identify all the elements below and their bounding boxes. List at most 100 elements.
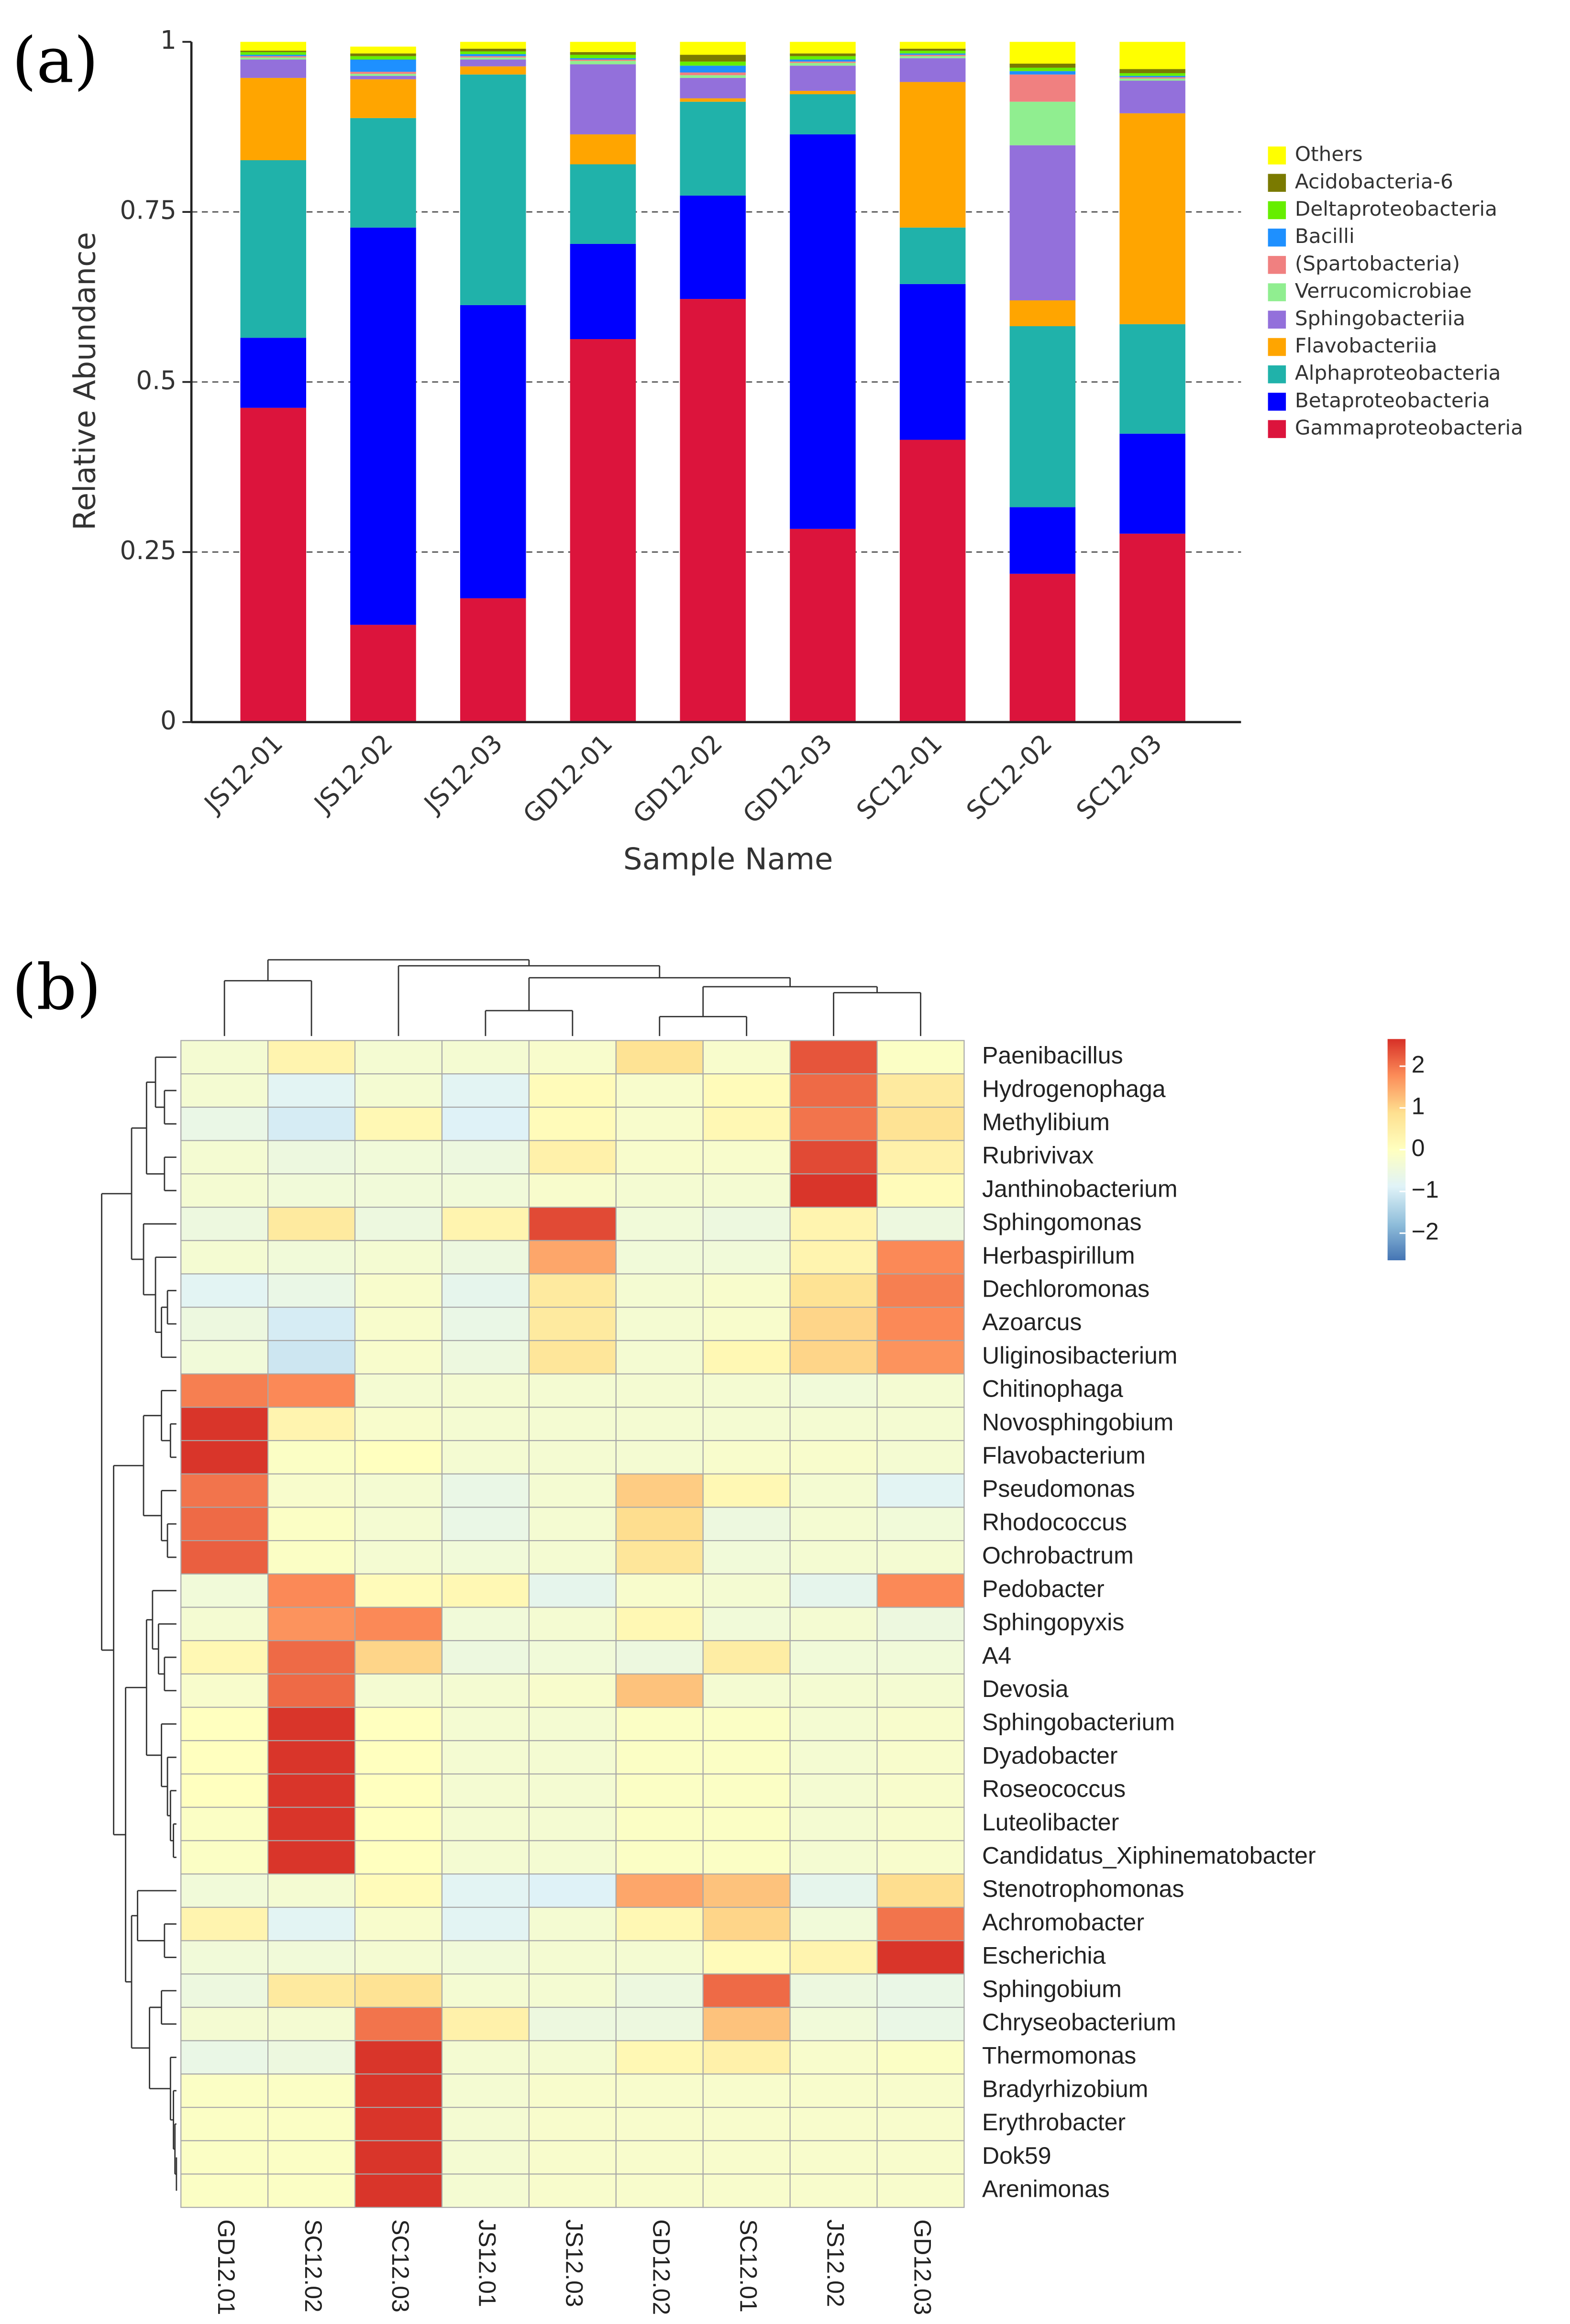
heat-cell	[615, 1340, 704, 1375]
heat-cell	[354, 1906, 443, 1941]
legend-label: Sphingobacteriia	[1295, 307, 1465, 330]
row-label: Dyadobacter	[982, 1742, 1117, 1769]
heat-cell	[789, 1973, 878, 2008]
heat-cell	[528, 1906, 617, 1941]
heat-cell	[441, 1173, 530, 1208]
bar-segment	[1009, 74, 1076, 102]
heat-cell	[354, 1973, 443, 2008]
bar-segment	[460, 54, 526, 56]
heat-cell	[702, 1707, 791, 1741]
heat-cell	[267, 1206, 356, 1241]
heat-cell	[789, 1707, 878, 1741]
heat-cell	[441, 1273, 530, 1308]
heat-cell	[789, 1073, 878, 1108]
y-tick-label: 0.75	[120, 196, 177, 225]
heat-cell	[528, 1740, 617, 1775]
heat-cell	[441, 1507, 530, 1542]
heat-cell	[702, 1206, 791, 1241]
bar-segment	[680, 55, 746, 62]
heat-cell	[441, 1407, 530, 1442]
heat-cell	[267, 1473, 356, 1508]
bar-segment	[570, 42, 636, 52]
legend-label: Flavobacteriia	[1295, 334, 1437, 357]
heat-cell	[789, 1507, 878, 1542]
heat-cell	[267, 1407, 356, 1442]
heat-cell	[528, 2106, 617, 2141]
legend-label: Alphaproteobacteria	[1295, 361, 1501, 385]
row-label: Bradyrhizobium	[982, 2075, 1148, 2102]
color-tick-label: −2	[1412, 1218, 1439, 1245]
bar-segment	[1009, 300, 1076, 327]
bar-segment	[570, 55, 636, 58]
bar-segment	[350, 56, 416, 60]
bar-segment	[570, 64, 636, 134]
bar-segment	[460, 48, 526, 52]
heat-cell	[180, 1440, 269, 1475]
heat-cell	[876, 1707, 965, 1741]
bar-segment	[1009, 507, 1076, 574]
heat-cell	[789, 1473, 878, 1508]
bar-segment	[1009, 326, 1076, 507]
bar-segment	[1009, 145, 1076, 300]
heat-cell	[789, 2006, 878, 2041]
heat-cell	[267, 1806, 356, 1841]
row-label: Janthinobacterium	[982, 1175, 1178, 1202]
bar-segment	[680, 61, 746, 66]
heat-cell	[615, 1773, 704, 1808]
heat-cell	[267, 1040, 356, 1075]
heat-cell	[354, 2006, 443, 2041]
heat-cell	[180, 1940, 269, 1975]
heat-cell	[615, 1740, 704, 1775]
heat-cell	[528, 1773, 617, 1808]
heat-cell	[528, 2173, 617, 2208]
heat-cell	[615, 1573, 704, 1608]
column-label: JS12.01	[474, 2219, 501, 2307]
heat-cell	[267, 1707, 356, 1741]
row-label: Escherichia	[982, 1942, 1106, 1969]
heat-cell	[702, 1307, 791, 1341]
heat-cell	[267, 1973, 356, 2008]
heat-cell	[615, 2040, 704, 2075]
heat-cell	[702, 1240, 791, 1275]
bar-segment	[790, 56, 856, 60]
legend-swatch	[1268, 256, 1286, 274]
legend-swatch	[1268, 174, 1286, 192]
heat-cell	[615, 1273, 704, 1308]
heat-cell	[441, 1773, 530, 1808]
heat-cell	[267, 2040, 356, 2075]
heat-cell	[789, 1273, 878, 1308]
bar-segment	[680, 299, 746, 722]
row-label: Candidatus_Xiphinematobacter	[982, 1842, 1316, 1869]
heat-cell	[876, 1373, 965, 1408]
heat-cell	[441, 1440, 530, 1475]
heat-cell	[180, 1573, 269, 1608]
heat-cell	[876, 1840, 965, 1875]
heat-cell	[180, 1873, 269, 1908]
bar-segment	[350, 625, 416, 722]
heat-cell	[702, 1873, 791, 1908]
heat-cell	[789, 1240, 878, 1275]
heat-cell	[267, 1540, 356, 1575]
heat-cell	[876, 1040, 965, 1075]
bar-segment	[460, 57, 526, 60]
heat-cell	[441, 1140, 530, 1175]
bar-segment	[350, 227, 416, 625]
heat-cell	[441, 1106, 530, 1141]
bar-segment	[570, 164, 636, 244]
heat-cell	[267, 1906, 356, 1941]
heat-cell	[354, 1673, 443, 1708]
bar-segment	[790, 529, 856, 722]
bar-segment	[240, 57, 306, 60]
y-tick-label: 0.5	[136, 365, 176, 395]
heat-cell	[789, 1773, 878, 1808]
legend-swatch	[1268, 393, 1286, 411]
heat-cell	[354, 1607, 443, 1641]
heat-cell	[789, 1373, 878, 1408]
color-tick-label: 2	[1412, 1051, 1425, 1078]
heat-cell	[267, 1673, 356, 1708]
heat-cell	[528, 1240, 617, 1275]
heat-cell	[876, 1240, 965, 1275]
heat-cell	[615, 1607, 704, 1641]
heat-cell	[702, 1140, 791, 1175]
heat-cell	[702, 2106, 791, 2141]
